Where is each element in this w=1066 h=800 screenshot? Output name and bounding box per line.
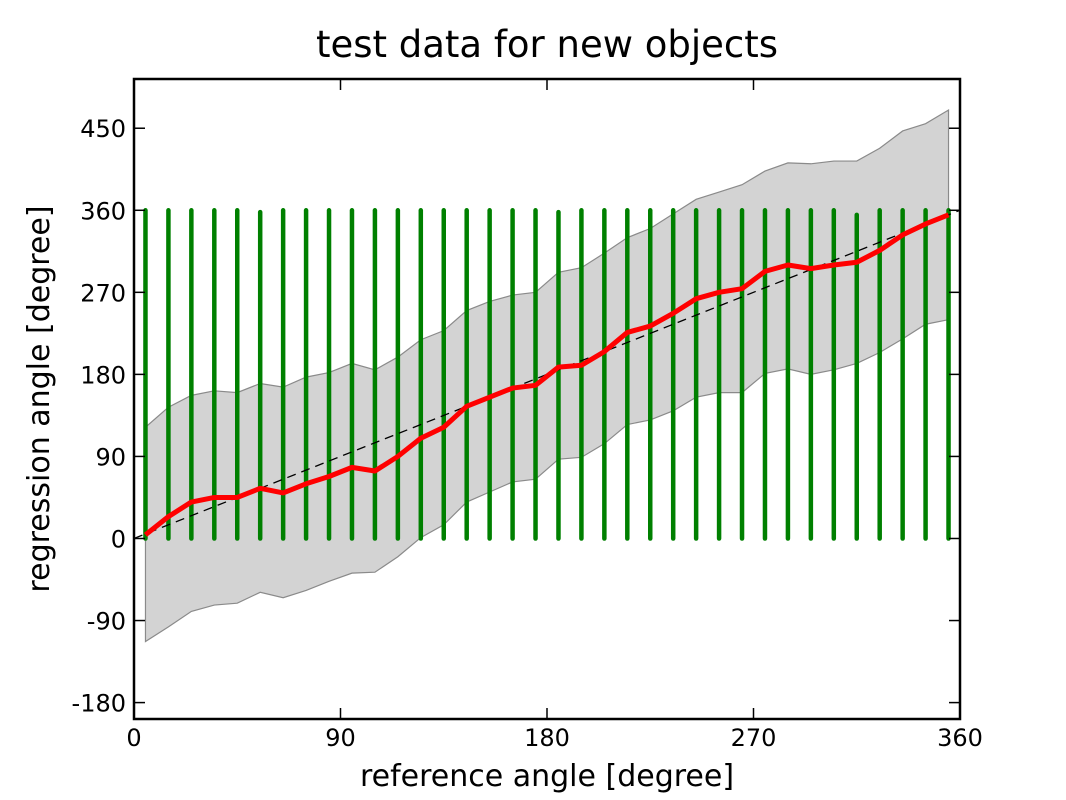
x-axis-label: reference angle [degree] <box>360 759 734 794</box>
plot-area <box>133 108 961 643</box>
y-tick-label: 180 <box>80 361 126 389</box>
y-tick-label: -180 <box>72 690 126 718</box>
axis-ticks: 0 90 180 270 360 -180 -90 0 90 180 270 360 450 <box>72 79 983 752</box>
y-tick-label: -90 <box>87 608 126 636</box>
chart-title: test data for new objects <box>316 23 778 66</box>
y-tick-label: 360 <box>80 197 126 225</box>
x-tick-label: 90 <box>325 724 356 752</box>
x-tick-label: 180 <box>524 724 570 752</box>
x-tick-label: 270 <box>731 724 777 752</box>
y-tick-label: 270 <box>80 279 126 307</box>
y-tick-label: 90 <box>95 443 126 471</box>
y-tick-label: 0 <box>111 525 126 553</box>
x-tick-label: 0 <box>126 724 141 752</box>
x-tick-label: 360 <box>937 724 983 752</box>
y-axis-label: regression angle [degree] <box>22 205 57 592</box>
y-tick-label: 450 <box>80 115 126 143</box>
mean-line <box>143 212 950 537</box>
